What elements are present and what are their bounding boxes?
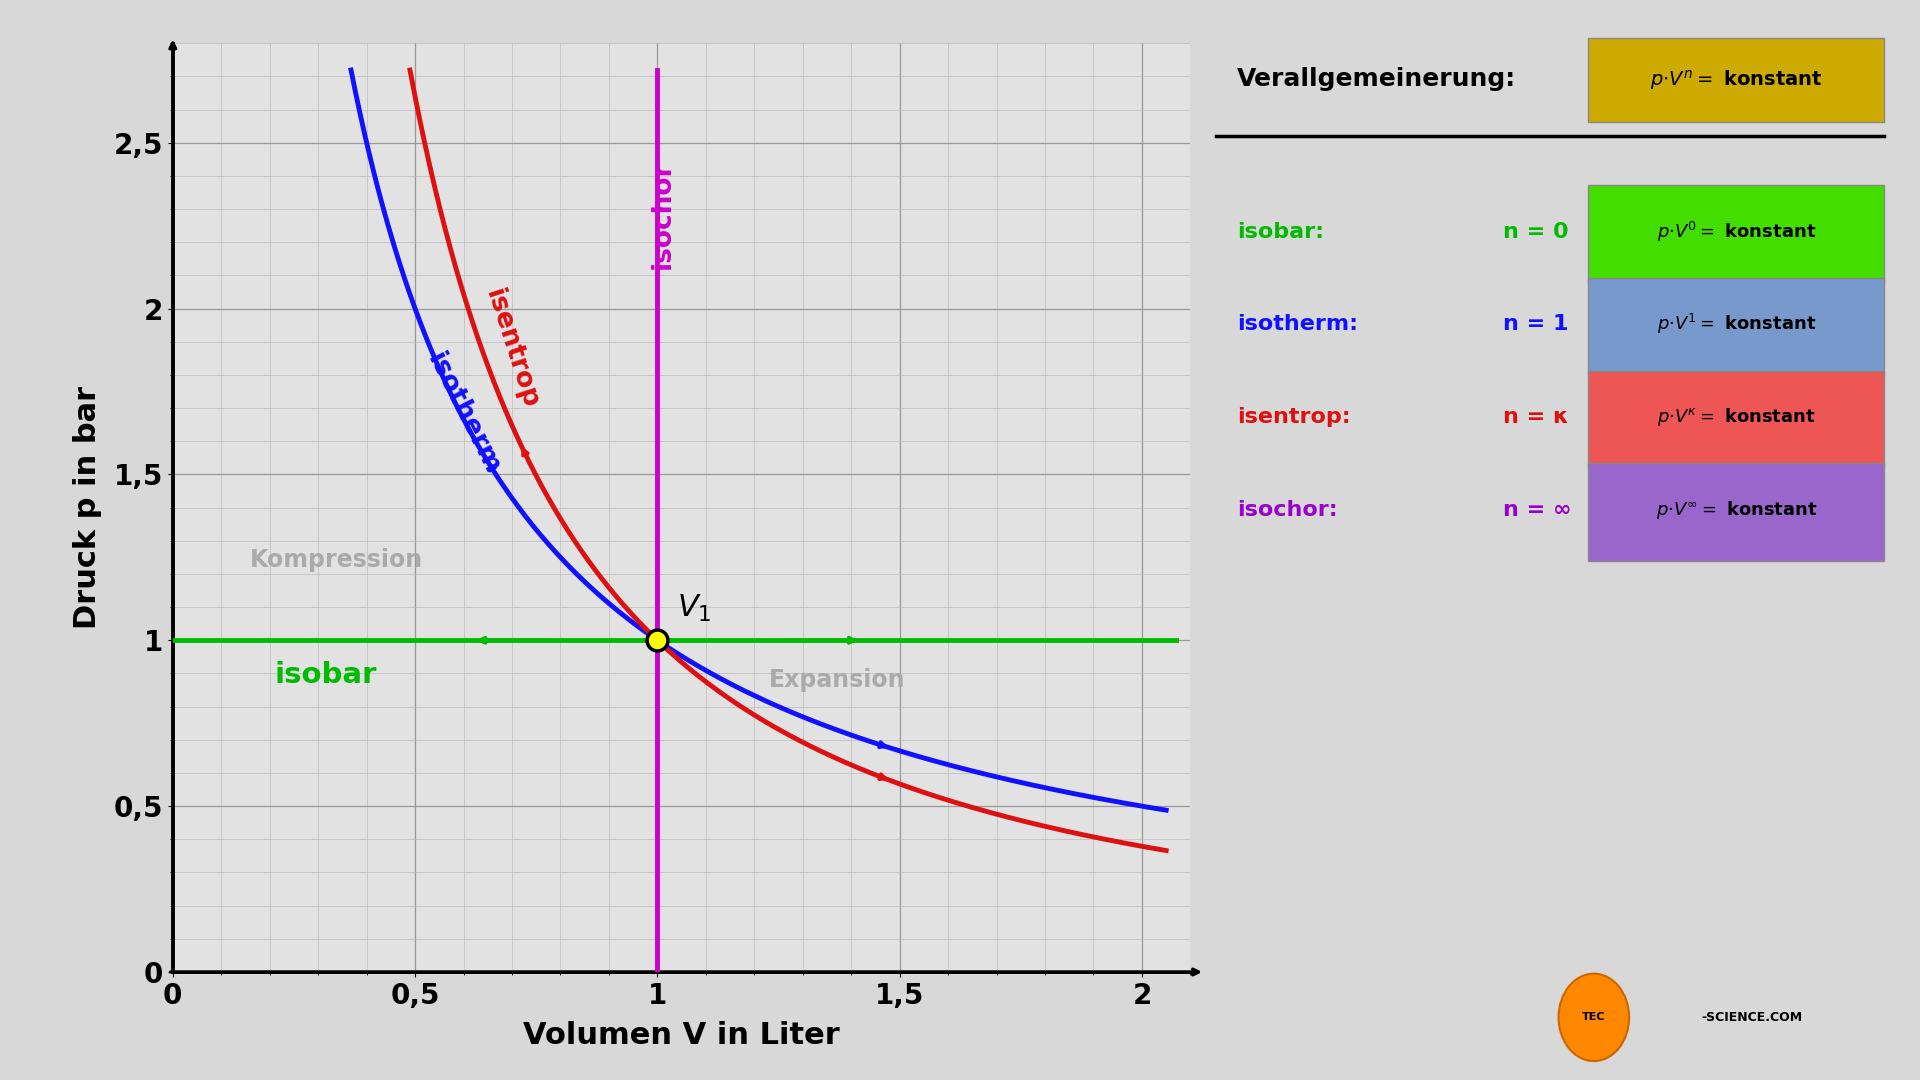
Text: TEC: TEC	[1582, 1012, 1605, 1023]
Text: $p{\cdot}V^{n}=$ konstant: $p{\cdot}V^{n}=$ konstant	[1651, 68, 1822, 93]
Text: Kompression: Kompression	[250, 549, 424, 572]
Ellipse shape	[1559, 974, 1628, 1061]
Y-axis label: Druck p in bar: Druck p in bar	[73, 386, 102, 630]
Text: n = κ: n = κ	[1503, 407, 1569, 427]
FancyBboxPatch shape	[1588, 185, 1884, 283]
Text: isochor: isochor	[649, 160, 676, 269]
Text: $p{\cdot}V^{\kappa}=$ konstant: $p{\cdot}V^{\kappa}=$ konstant	[1657, 406, 1816, 428]
Text: Verallgemeinerung:: Verallgemeinerung:	[1236, 67, 1517, 91]
Text: isotherm: isotherm	[422, 349, 505, 480]
Text: Expansion: Expansion	[768, 667, 906, 691]
Text: $V_1$: $V_1$	[676, 593, 710, 624]
FancyBboxPatch shape	[1588, 278, 1884, 376]
Text: $p{\cdot}V^{1}=$ konstant: $p{\cdot}V^{1}=$ konstant	[1657, 312, 1816, 336]
Text: -SCIENCE.COM: -SCIENCE.COM	[1701, 1011, 1803, 1024]
FancyBboxPatch shape	[1588, 38, 1884, 122]
Text: isochor:: isochor:	[1236, 500, 1338, 519]
Text: n = 0: n = 0	[1503, 221, 1569, 242]
Text: $p{\cdot}V^{0}=$ konstant: $p{\cdot}V^{0}=$ konstant	[1657, 219, 1816, 244]
Text: n = 1: n = 1	[1503, 314, 1569, 334]
Text: isentrop:: isentrop:	[1236, 407, 1350, 427]
FancyBboxPatch shape	[1588, 370, 1884, 469]
Text: $p{\cdot}V^{\infty}=$ konstant: $p{\cdot}V^{\infty}=$ konstant	[1655, 499, 1818, 521]
Text: n = ∞: n = ∞	[1503, 500, 1571, 519]
FancyBboxPatch shape	[1588, 463, 1884, 562]
Text: isentrop: isentrop	[480, 286, 543, 411]
Text: isobar: isobar	[275, 661, 376, 689]
Text: isotherm:: isotherm:	[1236, 314, 1357, 334]
X-axis label: Volumen V in Liter: Volumen V in Liter	[524, 1021, 839, 1050]
Text: isobar:: isobar:	[1236, 221, 1325, 242]
